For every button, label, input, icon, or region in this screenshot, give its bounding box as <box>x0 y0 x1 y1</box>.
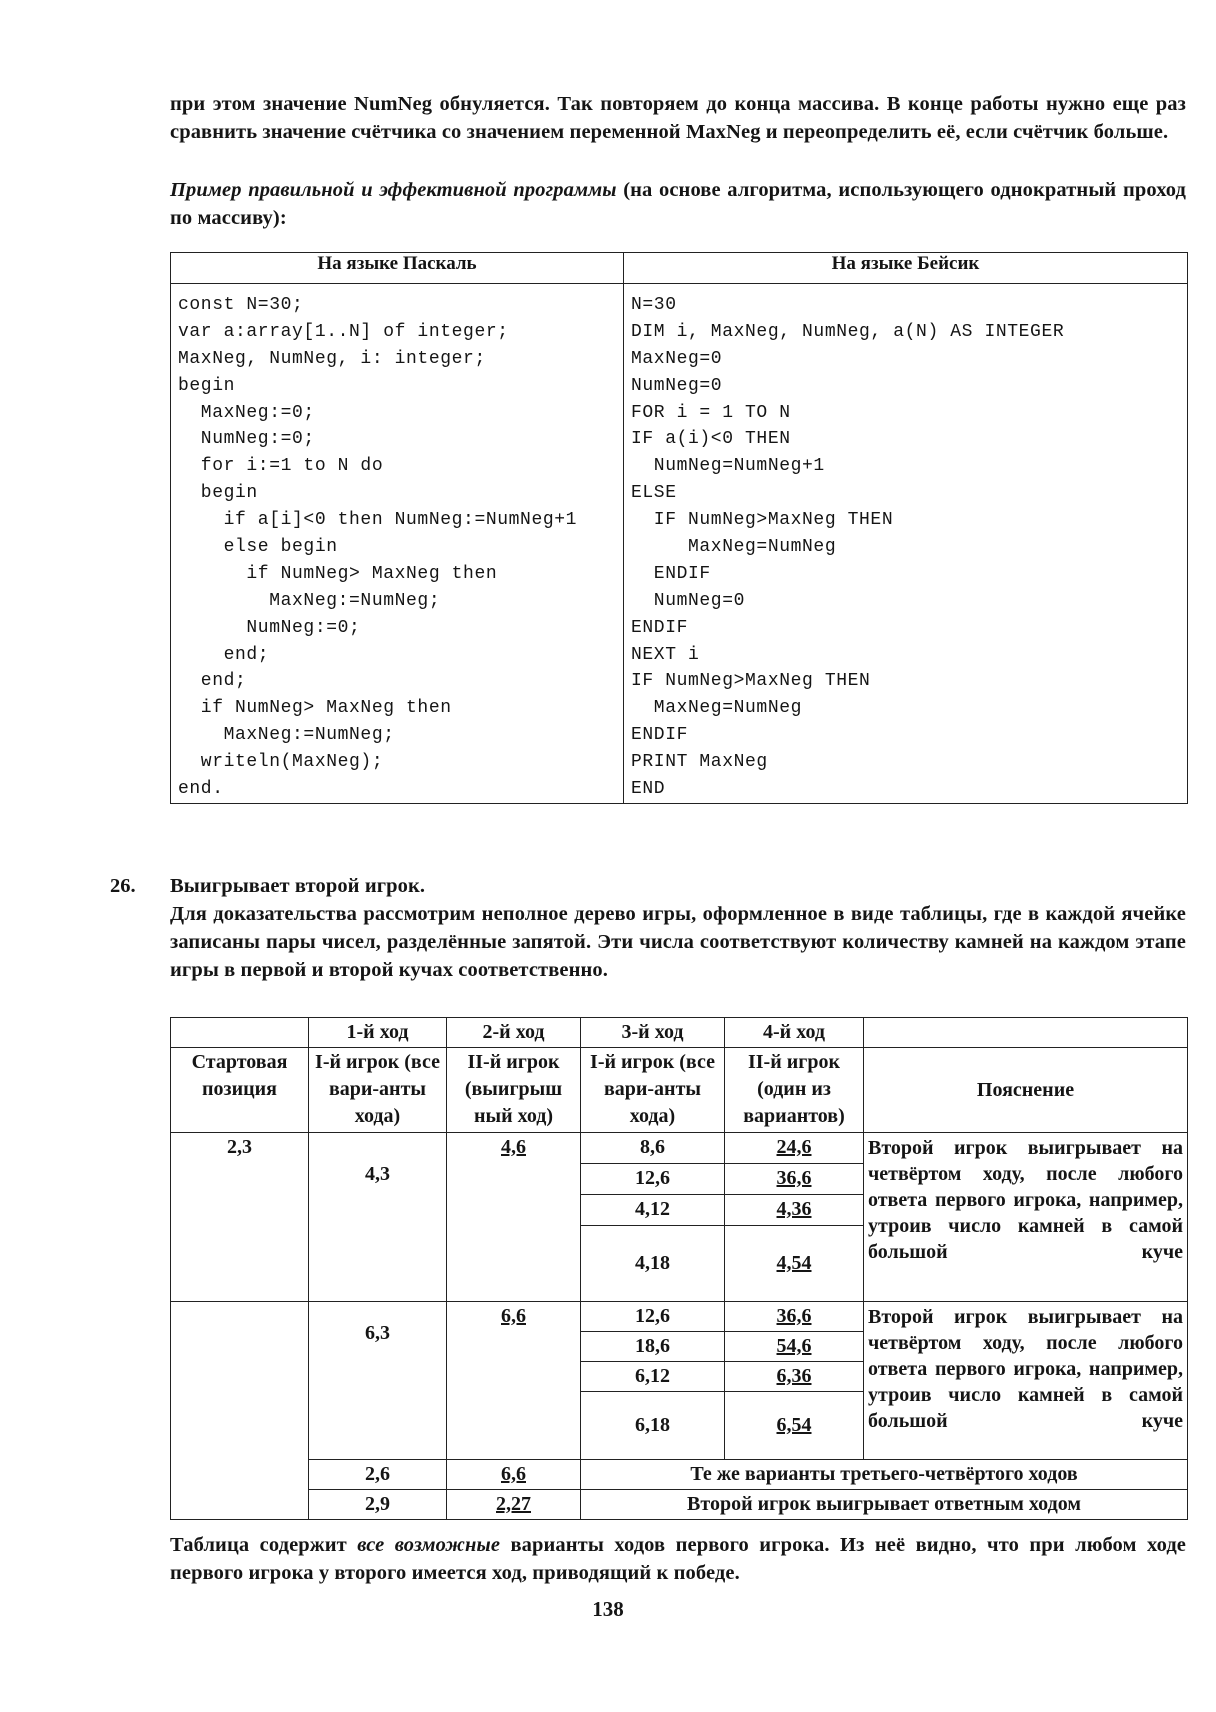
code-line: NumNeg=NumNeg+1 <box>631 456 825 477</box>
move3-cell: 18,6 <box>580 1331 725 1362</box>
move4-cell: 4,54 <box>724 1225 864 1302</box>
code-line: MaxNeg=NumNeg <box>631 537 837 558</box>
move-header: 4-й ход <box>724 1017 864 1048</box>
move1-cell: 4,3 <box>308 1132 447 1302</box>
code-line: N=30 <box>631 295 677 315</box>
move1-cell: 6,3 <box>308 1301 447 1460</box>
column-header: I-й игрок (все вари-анты хода) <box>308 1047 447 1133</box>
move2-cell: 6,6 <box>446 1459 581 1490</box>
move-header: 1-й ход <box>308 1017 447 1048</box>
basic-header: На языке Бейсик <box>623 252 1188 284</box>
code-table: На языке Паскаль На языке Бейсик const N… <box>170 252 1188 804</box>
code-line: var a:array[1..N] of integer; <box>178 321 509 342</box>
intro-paragraph: при этом значение NumNeg обнуляется. Так… <box>170 93 1186 143</box>
column-header: II-й игрок (выигрыш ный ход) <box>446 1047 581 1133</box>
move-header: 2-й ход <box>446 1017 581 1048</box>
code-line: NumNeg:=0; <box>178 429 315 450</box>
move4-cell: 36,6 <box>724 1163 864 1195</box>
code-line: end. <box>178 779 224 800</box>
code-line: else begin <box>178 537 338 558</box>
code-line: if NumNeg> MaxNeg then <box>178 563 498 584</box>
code-line: ELSE <box>631 483 677 504</box>
move3-cell: 4,18 <box>580 1225 725 1302</box>
code-line: MaxNeg:=NumNeg; <box>178 590 441 611</box>
move3-cell: 6,12 <box>580 1361 725 1392</box>
row-note: Второй игрок выигрывает ответным ходом <box>580 1489 1188 1520</box>
code-line: MaxNeg=NumNeg <box>631 698 803 719</box>
example-heading: Пример правильной и эффективной программ… <box>170 176 1186 232</box>
code-line: MaxNeg=0 <box>631 348 723 369</box>
code-line: if NumNeg> MaxNeg then <box>178 698 452 719</box>
code-line: ENDIF <box>631 617 689 638</box>
move-header: 3-й ход <box>580 1017 725 1048</box>
code-line: ENDIF <box>631 563 711 584</box>
basic-code: N=30 DIM i, MaxNeg, NumNeg, a(N) AS INTEG… <box>623 283 1188 804</box>
game-tree-table: 1-й ход 2-й ход 3-й ход 4-й ход Стартова… <box>170 1017 1188 1520</box>
code-line: NEXT i <box>631 644 700 665</box>
code-line: end; <box>178 671 247 692</box>
page-number: 138 <box>592 1597 624 1621</box>
move2-cell: 2,27 <box>446 1489 581 1520</box>
explanation-cell: Второй игрок выигрывает на четвёртом ход… <box>863 1301 1188 1460</box>
empty-cell <box>170 1301 309 1520</box>
code-line: IF a(i)<0 THEN <box>631 429 791 450</box>
move4-cell: 4,36 <box>724 1194 864 1226</box>
closing-text: варианты ходов первого игрока. Из неё ви… <box>170 1534 1186 1584</box>
code-line: if a[i]<0 then NumNeg:=NumNeg+1 <box>178 510 578 531</box>
task26-answer: Выигрывает второй игрок. <box>170 875 426 897</box>
move3-cell: 8,6 <box>580 1132 725 1164</box>
code-line: writeln(MaxNeg); <box>178 752 384 773</box>
column-header: I-й игрок (все вари-анты хода) <box>580 1047 725 1133</box>
code-line: IF NumNeg>MaxNeg THEN <box>631 510 894 531</box>
move3-cell: 12,6 <box>580 1163 725 1195</box>
column-header: II-й игрок (один из вариантов) <box>724 1047 864 1133</box>
code-line: NumNeg=0 <box>631 590 746 611</box>
move1-cell: 2,6 <box>308 1459 447 1490</box>
move4-cell: 24,6 <box>724 1132 864 1164</box>
code-line: END <box>631 779 666 800</box>
closing-paragraph: Таблица содержит все возможные варианты … <box>170 1531 1186 1587</box>
code-line: begin <box>178 375 236 396</box>
code-line: MaxNeg, NumNeg, i: integer; <box>178 348 486 369</box>
task-number: 26. <box>110 875 136 897</box>
code-line: MaxNeg:=NumNeg; <box>178 725 395 746</box>
move4-cell: 36,6 <box>724 1301 864 1332</box>
move3-cell: 6,18 <box>580 1391 725 1460</box>
code-line: FOR i = 1 TO N <box>631 402 791 423</box>
code-line: for i:=1 to N do <box>178 456 384 477</box>
task26-explanation: Для доказательства рассмотрим неполное д… <box>170 903 1186 981</box>
start-header: Стартовая позиция <box>170 1047 309 1133</box>
closing-text: Таблица содержит <box>170 1534 358 1556</box>
move3-cell: 12,6 <box>580 1301 725 1332</box>
code-line: MaxNeg:=0; <box>178 402 315 423</box>
pascal-header: На языке Паскаль <box>170 252 624 284</box>
closing-italic: все возможные <box>357 1534 501 1556</box>
code-line: ENDIF <box>631 725 689 746</box>
move3-cell: 4,12 <box>580 1194 725 1226</box>
code-line: NumNeg:=0; <box>178 617 361 638</box>
task26-text: Выигрывает второй игрок. Для доказательс… <box>170 872 1186 984</box>
code-line: end; <box>178 644 270 665</box>
code-line: NumNeg=0 <box>631 375 723 396</box>
row-note: Те же варианты третьего-четвёртого ходов <box>580 1459 1188 1490</box>
empty-cell <box>863 1017 1188 1048</box>
code-line: DIM i, MaxNeg, NumNeg, a(N) AS INTEGER <box>631 321 1065 342</box>
code-line: const N=30; <box>178 295 304 315</box>
code-line: IF NumNeg>MaxNeg THEN <box>631 671 871 692</box>
move2-cell: 4,6 <box>446 1132 581 1302</box>
move4-cell: 6,36 <box>724 1361 864 1392</box>
start-position: 2,3 <box>170 1132 309 1302</box>
empty-cell <box>170 1017 309 1048</box>
code-line: begin <box>178 483 258 504</box>
move4-cell: 6,54 <box>724 1391 864 1460</box>
move2-cell: 6,6 <box>446 1301 581 1460</box>
explanation-cell: Второй игрок выигрывает на четвёртом ход… <box>863 1132 1188 1302</box>
move1-cell: 2,9 <box>308 1489 447 1520</box>
move4-cell: 54,6 <box>724 1331 864 1362</box>
code-line: PRINT MaxNeg <box>631 752 768 773</box>
example-heading-rest: (на основе алгоритма, использующего одно… <box>170 179 1187 229</box>
explanation-header: Пояснение <box>863 1047 1188 1133</box>
example-heading-italic: Пример правильной и эффективной программ… <box>170 179 617 201</box>
pascal-code: const N=30; var a:array[1..N] of integer;… <box>170 283 624 804</box>
